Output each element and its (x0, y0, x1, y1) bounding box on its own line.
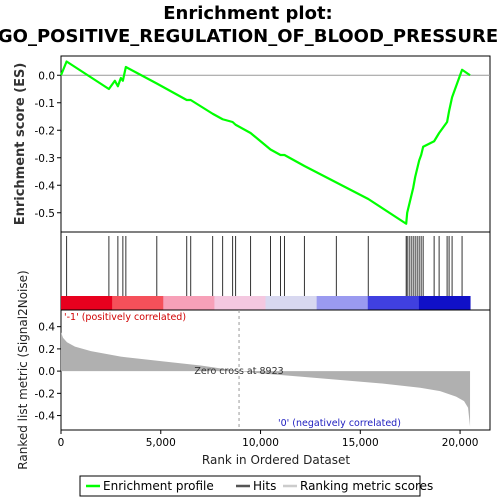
x-tick-label: 10,000 (242, 437, 279, 449)
metric-y-tick-label: 0.2 (38, 344, 55, 356)
legend-label-hits: Hits (253, 479, 276, 493)
es-panel: 0.0 -0.1 -0.2 -0.3 -0.4 -0.5 Enrichment score… (13, 55, 491, 233)
metric-y-ticks: 0.4 0.2 0.0 -0.2 -0.4 (35, 322, 61, 423)
gradient-segment (316, 296, 369, 310)
es-y-ticks: 0.0 -0.1 -0.2 -0.3 -0.4 -0.5 (35, 70, 61, 220)
es-y-tick-label: -0.2 (35, 125, 56, 137)
es-y-tick-label: 0.0 (38, 70, 55, 82)
metric-y-tick-label: 0.0 (38, 366, 55, 378)
legend-label-ranking: Ranking metric scores (300, 479, 433, 493)
legend: Enrichment profile Hits Ranking metric s… (79, 475, 433, 497)
metric-y-tick-label: -0.2 (35, 388, 56, 400)
x-tick-label: 0 (58, 437, 65, 449)
es-y-tick-label: -0.3 (35, 153, 56, 165)
metric-y-tick-label: -0.4 (35, 411, 56, 423)
es-y-tick-label: -0.4 (35, 180, 56, 192)
negative-correlation-label: '0' (negatively correlated) (278, 418, 401, 429)
gradient-segment (112, 296, 164, 310)
positive-correlation-label: '-1' (positively correlated) (64, 312, 186, 323)
x-tick-label: 15,000 (342, 437, 379, 449)
legend-label-enrichment: Enrichment profile (103, 479, 214, 493)
x-ticks: 0 5,000 10,000 15,000 20,000 (58, 430, 479, 449)
rank-gradient-bar (61, 296, 471, 310)
x-axis-label: Rank in Ordered Dataset (202, 453, 350, 467)
zero-cross-label: Zero cross at 8923 (194, 366, 283, 377)
gradient-segment (367, 296, 420, 310)
gradient-segment (418, 296, 471, 310)
es-y-tick-label: -0.1 (35, 98, 56, 110)
metric-y-tick-label: 0.4 (38, 322, 55, 334)
title-line-1: Enrichment plot: (163, 3, 333, 24)
gradient-segment (163, 296, 215, 310)
es-y-axis-label: Enrichment score (ES) (13, 63, 28, 226)
es-plot-frame (60, 55, 491, 233)
hits-panel (60, 231, 491, 311)
x-tick-label: 20,000 (442, 437, 479, 449)
hit-marks (66, 236, 463, 296)
gradient-segment (214, 296, 267, 310)
metric-y-axis-label: Ranked list metric (Signal2Noise) (16, 270, 30, 469)
ranking-metric-area (61, 332, 471, 427)
x-tick-label: 5,000 (146, 437, 176, 449)
gradient-segment (265, 296, 318, 310)
enrichment-profile-line (59, 60, 471, 225)
metric-panel: 0.4 0.2 0.0 -0.2 -0.4 '-1' (positively corre… (16, 270, 491, 470)
title-line-2: GO_POSITIVE_REGULATION_OF_BLOOD_PRESSURE (0, 26, 498, 47)
gradient-segment (61, 296, 113, 310)
es-y-tick-label: -0.5 (35, 208, 56, 220)
